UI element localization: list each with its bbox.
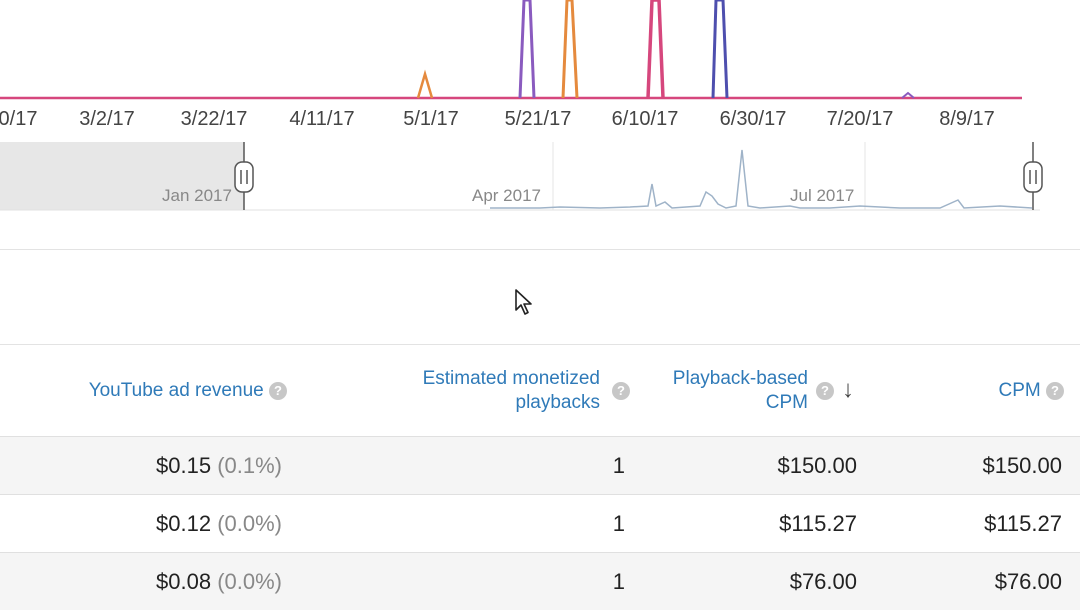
help-icon[interactable]: ? [612, 382, 630, 400]
header-label: playbacks [515, 392, 601, 413]
table-row[interactable]: $0.12 (0.0%) 1 $115.27 $115.27 [0, 494, 1080, 552]
x-tick-label: 4/11/17 [289, 108, 355, 130]
x-tick-label: 7/20/17 [826, 108, 894, 130]
playbacks-cell: 1 [612, 453, 625, 478]
spike-pink [646, 0, 665, 99]
revenue-cell: $0.15 (0.1%) [156, 453, 282, 479]
x-tick-label: 0/17 [0, 108, 38, 130]
x-tick-label: 3/22/17 [180, 108, 248, 130]
range-navigator[interactable] [0, 142, 1080, 212]
spike-purple [518, 0, 536, 99]
help-icon[interactable]: ? [1046, 381, 1064, 400]
revenue-percent: (0.0%) [217, 511, 282, 536]
sort-descending-icon[interactable]: ↓ [842, 376, 854, 403]
navigator-plot [0, 142, 1043, 211]
header-label: Estimated monetized [422, 368, 600, 389]
navigator-label: Jul 2017 [790, 186, 855, 205]
spike-orange [561, 0, 579, 99]
x-tick-label: 5/1/17 [403, 108, 459, 130]
chart-plot [0, 0, 1022, 100]
playback-cpm-cell: $76.00 [789, 569, 857, 594]
revenue-value: $0.12 [156, 511, 212, 536]
x-tick-label: 6/10/17 [611, 108, 679, 130]
revenue-cell: $0.08 (0.0%) [156, 569, 282, 595]
cpm-cell: $150.00 [982, 453, 1062, 478]
spike-tiny [901, 91, 915, 99]
header-estimated-monetized-playbacks[interactable]: Estimated monetized playbacks ? [360, 367, 632, 415]
header-cpm[interactable]: CPM ? [960, 379, 1064, 403]
x-tick-label: 5/21/17 [504, 108, 572, 130]
revenue-cell: $0.12 (0.0%) [156, 511, 282, 537]
navigator-unselected-mask [0, 142, 244, 210]
playbacks-cell: 1 [612, 511, 625, 536]
cpm-cell: $76.00 [994, 569, 1062, 594]
table-row[interactable]: $0.15 (0.1%) 1 $150.00 $150.00 [0, 436, 1080, 494]
x-tick-label: 3/2/17 [79, 108, 135, 130]
x-tick-label: 6/30/17 [719, 108, 787, 130]
navigator-series-line [490, 149, 1033, 209]
help-icon[interactable]: ? [269, 381, 287, 400]
help-icon[interactable]: ? [816, 382, 834, 400]
navigator-label: Apr 2017 [472, 186, 541, 205]
mouse-pointer-icon [515, 289, 532, 315]
revenue-percent: (0.0%) [217, 569, 282, 594]
header-playback-based-cpm[interactable]: Playback-based CPM ? [640, 367, 836, 415]
navigator-label: Jan 2017 [162, 186, 232, 205]
table-row[interactable]: $0.08 (0.0%) 1 $76.00 $76.00 [0, 552, 1080, 610]
spike-small-orange [416, 69, 434, 99]
section-divider [0, 249, 1080, 250]
metrics-line-chart [0, 0, 1080, 142]
playback-cpm-cell: $150.00 [777, 453, 857, 478]
header-label: CPM [765, 392, 808, 413]
revenue-percent: (0.1%) [217, 453, 282, 478]
section-divider [0, 344, 1080, 345]
header-youtube-ad-revenue[interactable]: YouTube ad revenue ? [40, 379, 287, 403]
header-label: CPM [998, 380, 1041, 401]
revenue-value: $0.08 [156, 569, 212, 594]
cpm-cell: $115.27 [984, 511, 1062, 536]
playbacks-cell: 1 [612, 569, 625, 594]
playback-cpm-cell: $115.27 [779, 511, 857, 536]
x-tick-label: 8/9/17 [939, 108, 995, 130]
header-label: Playback-based [672, 368, 808, 389]
revenue-value: $0.15 [156, 453, 212, 478]
header-label: YouTube ad revenue [88, 380, 264, 401]
spike-blue [711, 0, 729, 99]
range-handle-icon[interactable] [234, 161, 254, 193]
range-handle-icon[interactable] [1023, 161, 1043, 193]
